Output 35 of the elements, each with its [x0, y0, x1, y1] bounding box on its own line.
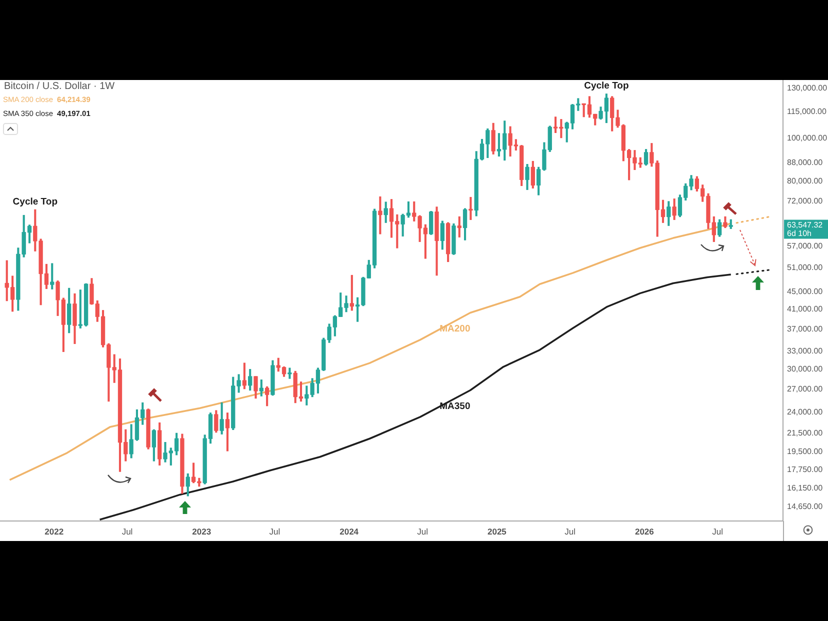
- x-tick-label: Jul: [564, 526, 576, 536]
- y-tick-label: 100,000.00: [787, 134, 828, 143]
- y-tick-label: 16,150.00: [787, 483, 824, 492]
- x-tick-label: 2025: [487, 526, 507, 536]
- y-tick-label: 37,000.00: [787, 324, 824, 334]
- y-tick-label: 21,500.00: [787, 428, 824, 438]
- y-tick-label: 45,000.00: [787, 286, 824, 296]
- x-tick-label: Jul: [122, 526, 133, 536]
- y-tick-label: 19,500.00: [787, 447, 824, 456]
- x-tick-label: Jul: [417, 526, 428, 536]
- chart-title: Bitcoin / U.S. Dollar · 1W: [4, 80, 115, 93]
- x-tick-label: Jul: [269, 526, 280, 536]
- y-tick-label: 72,000.00: [787, 196, 824, 206]
- y-tick-label: 30,000.00: [787, 364, 824, 374]
- y-tick-label: 130,000.00: [787, 83, 828, 92]
- y-tick-label: 88,000.00: [787, 158, 824, 168]
- x-tick-label: 2022: [44, 526, 64, 536]
- y-tick-label: 17,750.00: [787, 465, 824, 474]
- y-tick-label: 57,000.00: [787, 241, 824, 250]
- text: 6d 10h: [787, 229, 812, 238]
- y-tick-label: 27,000.00: [787, 384, 824, 394]
- y-tick-label: 14,650.00: [787, 502, 824, 511]
- x-tick-label: 2026: [634, 526, 654, 536]
- text: 63,547.32: [787, 220, 824, 230]
- annotation: Cycle Top: [12, 196, 58, 208]
- x-tick-label: 2024: [340, 526, 359, 536]
- annotation: Cycle Top: [584, 80, 629, 92]
- y-tick-label: 115,000.00: [787, 106, 827, 116]
- x-tick-label: Jul: [712, 526, 724, 536]
- y-tick-label: 51,000.00: [787, 262, 824, 272]
- x-tick-label: 2023: [192, 526, 212, 536]
- y-tick-label: 80,000.00: [787, 176, 824, 186]
- y-tick-label: 33,000.00: [787, 346, 824, 356]
- y-tick-label: 41,000.00: [787, 304, 824, 314]
- y-tick-label: 24,000.00: [787, 407, 824, 416]
